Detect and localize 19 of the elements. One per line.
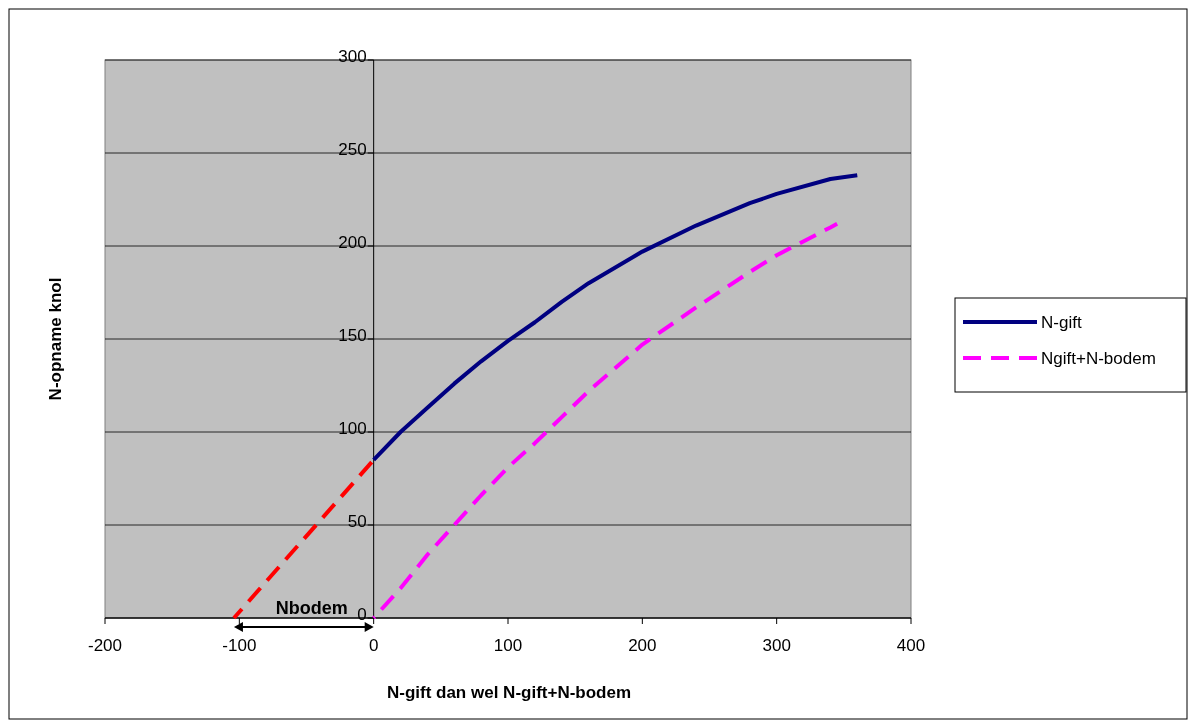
y-tick-label: 100: [338, 419, 367, 438]
y-axis-title: N-opname knol: [46, 277, 65, 401]
x-axis-title: N-gift dan wel N-gift+N-bodem: [386, 683, 632, 702]
x-tick-label: 400: [896, 636, 926, 655]
legend-label: N-gift: [1041, 313, 1082, 332]
x-tick-label: -200: [87, 636, 123, 655]
y-tick-label: 150: [338, 326, 367, 345]
legend-label: Ngift+N-bodem: [1041, 349, 1156, 368]
x-tick-label: 300: [762, 636, 791, 655]
line-series: [371, 221, 840, 620]
x-tick-label: 0: [368, 636, 379, 655]
y-tick-label: 200: [338, 233, 367, 252]
x-tick-label: -100: [222, 636, 257, 655]
y-tick-label: 250: [338, 140, 367, 159]
line-series: [371, 173, 860, 462]
y-tick-label: 50: [347, 512, 367, 531]
x-tick-label: 100: [493, 636, 523, 655]
annotation: Nbodem: [275, 598, 348, 618]
x-tick-label: 200: [628, 636, 657, 655]
